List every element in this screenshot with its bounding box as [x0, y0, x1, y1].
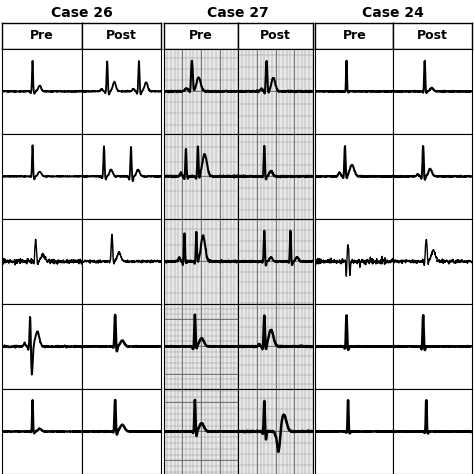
- Text: Pre: Pre: [30, 29, 54, 42]
- Text: Case 26: Case 26: [51, 6, 113, 19]
- Text: Post: Post: [260, 29, 291, 42]
- Text: Case 27: Case 27: [207, 6, 269, 19]
- Text: Pre: Pre: [189, 29, 213, 42]
- Text: Post: Post: [417, 29, 448, 42]
- Text: Pre: Pre: [342, 29, 366, 42]
- Text: Case 24: Case 24: [363, 6, 424, 19]
- Text: Post: Post: [106, 29, 137, 42]
